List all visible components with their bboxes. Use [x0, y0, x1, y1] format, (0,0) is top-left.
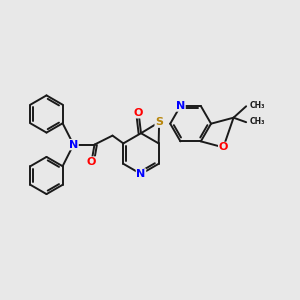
Text: N: N	[176, 101, 185, 111]
Text: O: O	[134, 108, 143, 118]
Text: CH₃: CH₃	[249, 101, 265, 110]
Text: CH₃: CH₃	[249, 117, 265, 126]
Text: O: O	[87, 157, 96, 167]
Text: N: N	[69, 140, 78, 150]
Text: O: O	[219, 142, 228, 152]
Text: N: N	[136, 169, 146, 179]
Text: S: S	[155, 117, 163, 127]
